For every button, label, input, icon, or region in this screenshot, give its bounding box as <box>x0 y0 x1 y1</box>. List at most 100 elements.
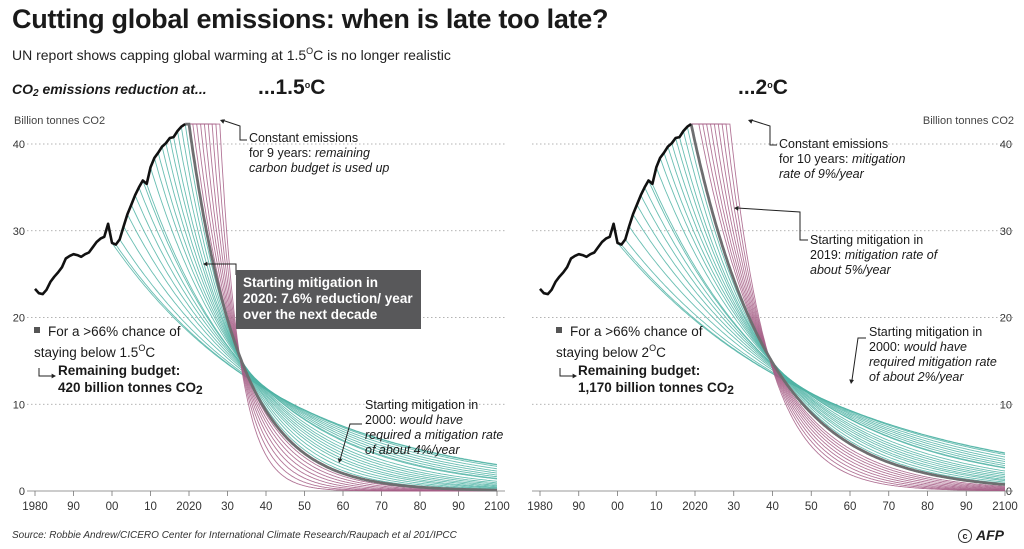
arrow-budget-right <box>559 368 573 377</box>
callout-start-2019-right: Starting mitigation in 2019: mitigation … <box>810 233 938 277</box>
afp-credit: c AFP <box>958 527 1004 543</box>
x-tick-label: 10 <box>650 501 663 513</box>
x-tick-label: 1980 <box>527 501 553 513</box>
mitigation-curve-2016 <box>173 137 498 489</box>
arrow-constant-right <box>750 119 777 146</box>
mitigation-curve-2014 <box>165 143 498 487</box>
mitigation-curve-2022 <box>691 123 1006 488</box>
x-tick-label: 2100 <box>484 501 510 513</box>
arrow-head <box>734 205 739 211</box>
y-axis-label: Billion tonnes CO2 <box>14 115 105 127</box>
x-tick-label: 40 <box>766 501 779 513</box>
y-tick-label: 40 <box>1000 139 1012 151</box>
mitigation-curve-2021 <box>691 123 1005 487</box>
x-tick-label: 70 <box>882 501 895 513</box>
mitigation-curve-2005 <box>636 204 1006 462</box>
mitigation-curve-2014 <box>671 143 1006 479</box>
x-tick-label: 90 <box>572 501 585 513</box>
mitigation-curve-2011 <box>659 157 1006 474</box>
mitigation-curve-2013 <box>667 146 1006 477</box>
mitigation-curve-2003 <box>123 226 498 470</box>
mitigation-curve-2010 <box>655 167 1006 472</box>
source-note: Source: Robbie Andrew/CICERO Center for … <box>12 530 457 541</box>
mitigation-curve-2010 <box>150 167 498 482</box>
mitigation-curve-2007 <box>644 187 1006 467</box>
mitigation-curve-2006 <box>640 194 1006 465</box>
x-tick-label: 00 <box>106 501 119 513</box>
y-tick-label: 0 <box>19 486 25 498</box>
arrow-head <box>203 261 208 267</box>
historical-line <box>34 123 186 296</box>
x-tick-label: 10 <box>144 501 157 513</box>
budget-text-right: Remaining budget: 1,170 billion tonnes CO… <box>578 363 734 397</box>
budget-text-left: Remaining budget: 420 billion tonnes CO2 <box>58 363 203 397</box>
mitigation-curves <box>111 123 498 492</box>
mitigation-curve-2017 <box>682 130 1006 483</box>
mitigation-curve-2029 <box>691 123 1005 492</box>
arrow-head <box>337 458 343 463</box>
callout-start-2020-box: Starting mitigation in 2020: 7.6% reduct… <box>236 270 421 329</box>
mitigation-curve-2016 <box>679 136 1006 482</box>
mitigation-curve-2008 <box>142 180 498 479</box>
panel-right-temperature: ...2oC <box>738 76 788 99</box>
mitigation-curve-2012 <box>157 152 498 485</box>
x-tick-label: 30 <box>221 501 234 513</box>
x-tick-label: 90 <box>452 501 465 513</box>
page-title: Cutting global emissions: when is late t… <box>12 4 609 34</box>
arrow-head <box>849 379 854 384</box>
arrow-head <box>220 119 225 124</box>
mitigation-curve-2006 <box>134 195 498 476</box>
x-tick-label: 70 <box>375 501 388 513</box>
arrow-head <box>572 373 577 379</box>
callout-start-2000-left: Starting mitigation in 2000: would have … <box>365 398 504 457</box>
y-tick-label: 0 <box>1006 486 1012 498</box>
x-tick-label: 40 <box>260 501 273 513</box>
y-tick-label: 40 <box>13 139 25 151</box>
arrow-2000-right <box>851 337 866 381</box>
mitigation-curve-2015 <box>675 137 1006 480</box>
x-tick-label: 50 <box>298 501 311 513</box>
x-tick-label: 50 <box>805 501 818 513</box>
arrow-2000-left <box>339 423 362 461</box>
callout-start-2000-right: Starting mitigation in 2000: would have … <box>869 325 997 384</box>
y-tick-label: 10 <box>13 399 25 411</box>
page-subtitle: UN report shows capping global warming a… <box>12 46 451 63</box>
callout-constant-emissions-right: Constant emissions for 10 years: mitigat… <box>779 137 906 181</box>
y-tick-label: 20 <box>1000 313 1012 325</box>
mitigation-curve-2011 <box>153 157 498 484</box>
arrow-budget-left <box>38 368 52 377</box>
x-tick-label: 80 <box>921 501 934 513</box>
panel-left-temperature: ...1.5oC <box>258 76 326 99</box>
highlight-curve <box>689 123 1006 486</box>
mitigation-curve-2013 <box>161 146 498 486</box>
x-tick-label: 30 <box>727 501 740 513</box>
bullet-square <box>34 327 40 333</box>
mitigation-curve-2023 <box>691 123 1005 489</box>
mitigation-curve-2012 <box>663 152 1006 476</box>
mitigation-curve-2015 <box>169 137 498 488</box>
x-tick-label: 60 <box>844 501 857 513</box>
arrow-head <box>748 119 753 124</box>
y-tick-label: 30 <box>1000 226 1012 238</box>
x-tick-label: 90 <box>67 501 80 513</box>
callout-constant-emissions-left: Constant emissions for 9 years: remainin… <box>249 131 390 175</box>
mitigation-curve-2017 <box>177 130 498 490</box>
x-tick-label: 80 <box>414 501 427 513</box>
x-tick-label: 1980 <box>22 501 48 513</box>
mitigation-curve-2028 <box>185 123 497 492</box>
arrow-head <box>51 373 56 379</box>
mitigation-curve-2004 <box>126 214 498 472</box>
mitigation-curve-2007 <box>138 187 498 478</box>
x-tick-label: 2100 <box>992 501 1018 513</box>
x-tick-label: 2020 <box>682 501 708 513</box>
x-tick-label: 2020 <box>176 501 202 513</box>
bullet-square <box>556 327 562 333</box>
arrow-2019-right <box>736 207 808 241</box>
chance-text-right: For a >66% chance of staying below 2OC <box>556 324 703 360</box>
mitigation-curve-2009 <box>146 183 498 480</box>
y-tick-label: 10 <box>1000 399 1012 411</box>
mitigation-curve-2024 <box>691 123 1006 490</box>
y-axis-label: Billion tonnes CO2 <box>923 115 1014 127</box>
